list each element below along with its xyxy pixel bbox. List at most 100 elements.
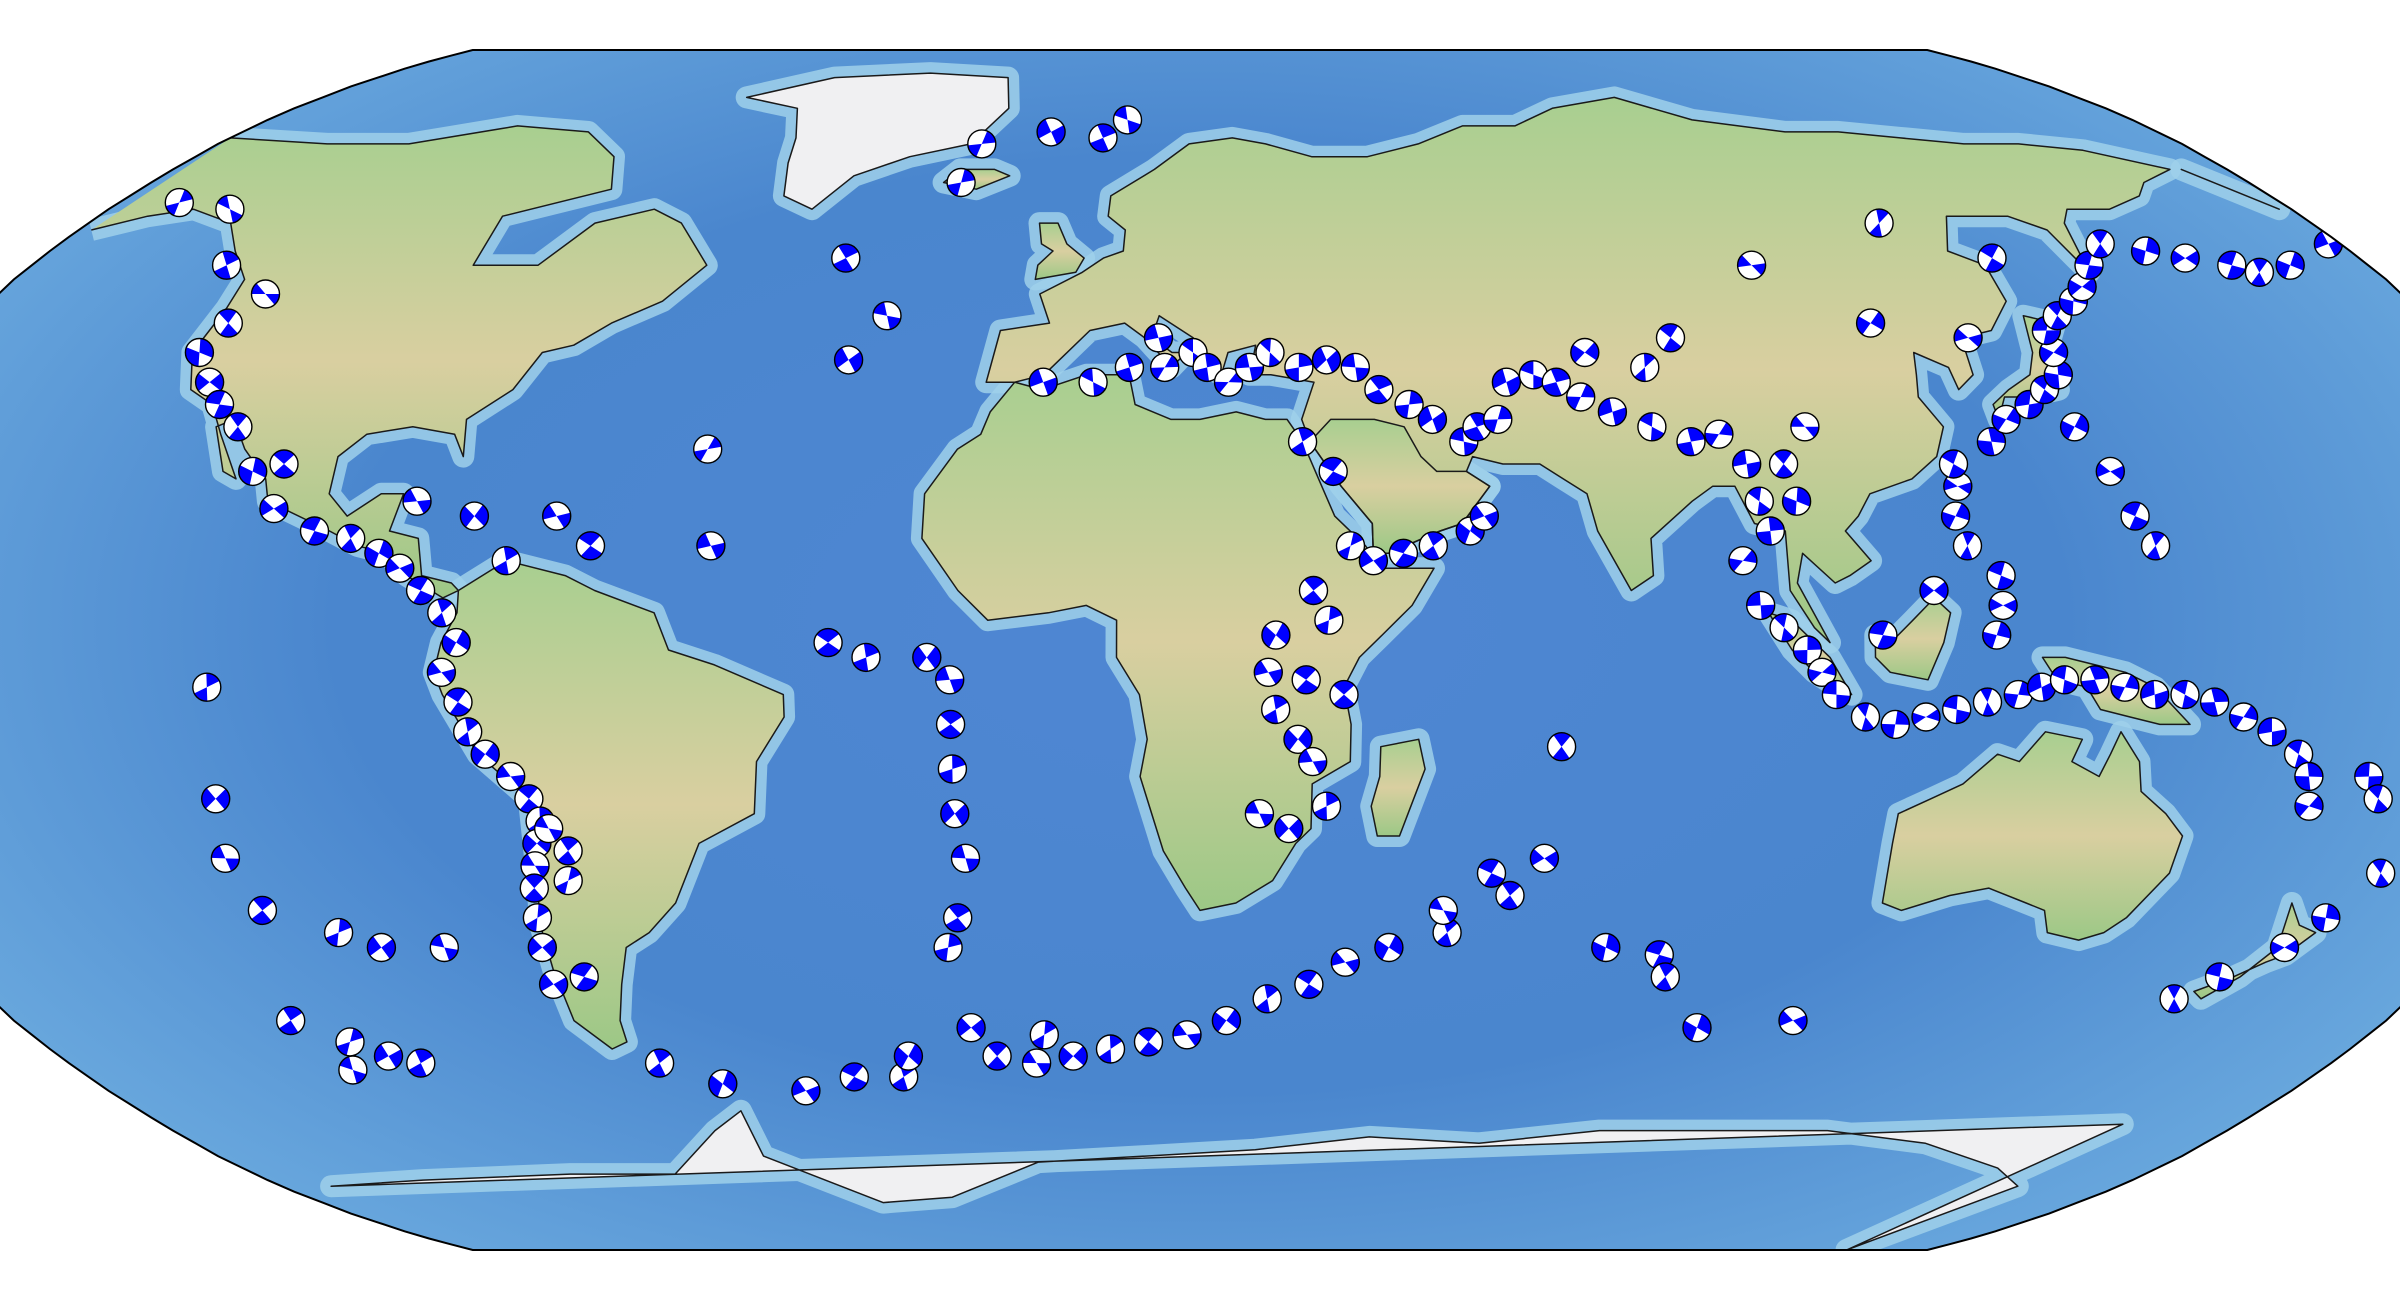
- beachball-focal-mechanism: [933, 932, 963, 963]
- beachball-focal-mechanism: [519, 873, 549, 903]
- beachball-focal-mechanism: [937, 754, 968, 784]
- beachball-focal-mechanism: [2283, 739, 2314, 769]
- beachball-focal-mechanism: [2217, 250, 2247, 280]
- beachball-focal-mechanism: [1417, 404, 1448, 435]
- beachball-focal-mechanism: [1394, 389, 1424, 420]
- beachball-focal-mechanism: [1028, 367, 1058, 397]
- beachball-focal-mechanism: [213, 308, 244, 338]
- beachball-focal-mechanism: [1149, 352, 1180, 383]
- beachball-focal-mechanism: [1650, 962, 1681, 992]
- beachball-focal-mechanism: [1919, 575, 1949, 606]
- arabia-coastline: [1309, 418, 1491, 555]
- beachball-focal-mechanism: [1953, 323, 1983, 353]
- beachball-focal-mechanism: [366, 932, 397, 963]
- beachball-focal-mechanism: [542, 501, 572, 531]
- beachball-focal-mechanism: [441, 627, 471, 658]
- beachball-focal-mechanism: [1655, 323, 1686, 353]
- australia-landmass: [1882, 731, 2183, 941]
- beachball-focal-mechanism: [1283, 724, 1313, 754]
- beachball-focal-mechanism: [1591, 932, 1621, 963]
- beachball-focal-mechanism: [1428, 895, 1459, 926]
- beachball-focal-mechanism: [553, 865, 583, 896]
- beachball-focal-mechanism: [470, 739, 500, 769]
- beachball-focal-mechanism: [299, 516, 330, 546]
- beachball-focal-mechanism: [210, 843, 241, 873]
- beachball-focal-mechanism: [2204, 962, 2235, 992]
- beachball-focal-mechanism: [912, 642, 942, 673]
- beachball-focal-mechanism: [164, 187, 195, 218]
- beachball-focal-mechanism: [2294, 761, 2324, 792]
- beachball-focal-mechanism: [1335, 531, 1366, 561]
- beachball-focal-mechanism: [2170, 243, 2200, 273]
- beachball-focal-mechanism: [1029, 1020, 1060, 1050]
- beachball-focal-mechanism: [2095, 456, 2126, 487]
- focal-mechanism-layer: [164, 105, 2396, 1106]
- beachball-focal-mechanism: [1731, 449, 1762, 479]
- beachball-focal-mechanism: [323, 917, 354, 948]
- beachball-focal-mechanism: [204, 389, 235, 420]
- beachball-focal-mechanism: [1565, 382, 1596, 412]
- arabia-landmass: [1309, 419, 1490, 554]
- beachball-focal-mechanism: [1432, 917, 1462, 948]
- beachball-focal-mechanism: [1769, 613, 1799, 643]
- beachball-focal-mechanism: [426, 657, 457, 687]
- australia-coastline: [1881, 731, 2184, 941]
- beachball-focal-mechanism: [1234, 352, 1265, 383]
- beachball-focal-mechanism: [1880, 709, 1911, 740]
- map-border: [0, 49, 2400, 1251]
- beachball-focal-mechanism: [2199, 687, 2230, 717]
- beachball-focal-mechanism: [2080, 665, 2110, 695]
- beachball-focal-mechanism: [1972, 687, 2003, 717]
- beachball-focal-mechanism: [1244, 799, 1275, 829]
- borneo-coastline: [1874, 597, 1952, 681]
- beachball-focal-mechanism: [1495, 880, 1525, 911]
- beachball-focal-mechanism: [1287, 427, 1318, 457]
- beachball-focal-mechanism: [1476, 858, 1507, 888]
- beachball-focal-mechanism: [1291, 665, 1321, 695]
- beachball-focal-mechanism: [956, 1012, 986, 1043]
- beachball-focal-mechanism: [696, 531, 726, 561]
- beachball-focal-mechanism: [1314, 605, 1344, 635]
- beachball-focal-mechanism: [1790, 412, 1820, 442]
- beachball-focal-mechanism: [1676, 427, 1706, 457]
- beachball-focal-mechanism: [373, 1041, 404, 1071]
- beachball-focal-mechanism: [1491, 367, 1522, 397]
- beachball-focal-mechanism: [693, 434, 723, 464]
- beachball-focal-mechanism: [1255, 337, 1285, 368]
- beachball-focal-mechanism: [1768, 449, 1799, 479]
- beachball-focal-mechanism: [1133, 1027, 1164, 1057]
- beachball-focal-mechanism: [2120, 501, 2150, 531]
- beachball-focal-mechanism: [1274, 813, 1304, 844]
- beachball-focal-mechanism: [1294, 969, 1324, 999]
- beachball-focal-mechanism: [2269, 932, 2300, 963]
- beachball-focal-mechanism: [950, 843, 981, 873]
- borneo-landmass: [1875, 597, 1951, 680]
- beachball-focal-mechanism: [247, 895, 278, 926]
- beachball-focal-mechanism: [1311, 791, 1342, 821]
- eurasia-coastline: [985, 96, 2171, 644]
- ice-layer: [331, 73, 2123, 1250]
- beachball-focal-mechanism: [2139, 679, 2170, 710]
- beachball-focal-mechanism: [1329, 679, 1359, 710]
- beachball-focal-mechanism: [2257, 717, 2287, 747]
- beachball-focal-mechanism: [2026, 672, 2057, 702]
- beachball-focal-mechanism: [538, 969, 569, 999]
- beachball-focal-mechanism: [831, 243, 861, 273]
- beachball-focal-mechanism: [2003, 679, 2034, 710]
- beachball-focal-mechanism: [1952, 531, 1983, 561]
- beachball-focal-mechanism: [496, 761, 526, 792]
- beachball-focal-mechanism: [1570, 337, 1600, 368]
- beachball-focal-mechanism: [1981, 620, 2012, 650]
- beachball-focal-mechanism: [791, 1076, 821, 1106]
- beachball-focal-mechanism: [2130, 236, 2161, 266]
- beachball-focal-mechanism: [1518, 360, 1549, 390]
- beachball-focal-mechanism: [1469, 501, 1500, 531]
- beachball-focal-mechanism: [1744, 486, 1775, 516]
- beachball-focal-mechanism: [839, 1062, 869, 1092]
- beachball-focal-mechanism: [1088, 123, 1118, 153]
- beachball-focal-mechanism: [1821, 679, 1852, 710]
- beachball-focal-mechanism: [276, 1005, 306, 1036]
- beachball-focal-mechanism: [223, 412, 253, 442]
- beachball-focal-mechanism: [1418, 531, 1449, 561]
- africa-landmass: [921, 374, 1434, 911]
